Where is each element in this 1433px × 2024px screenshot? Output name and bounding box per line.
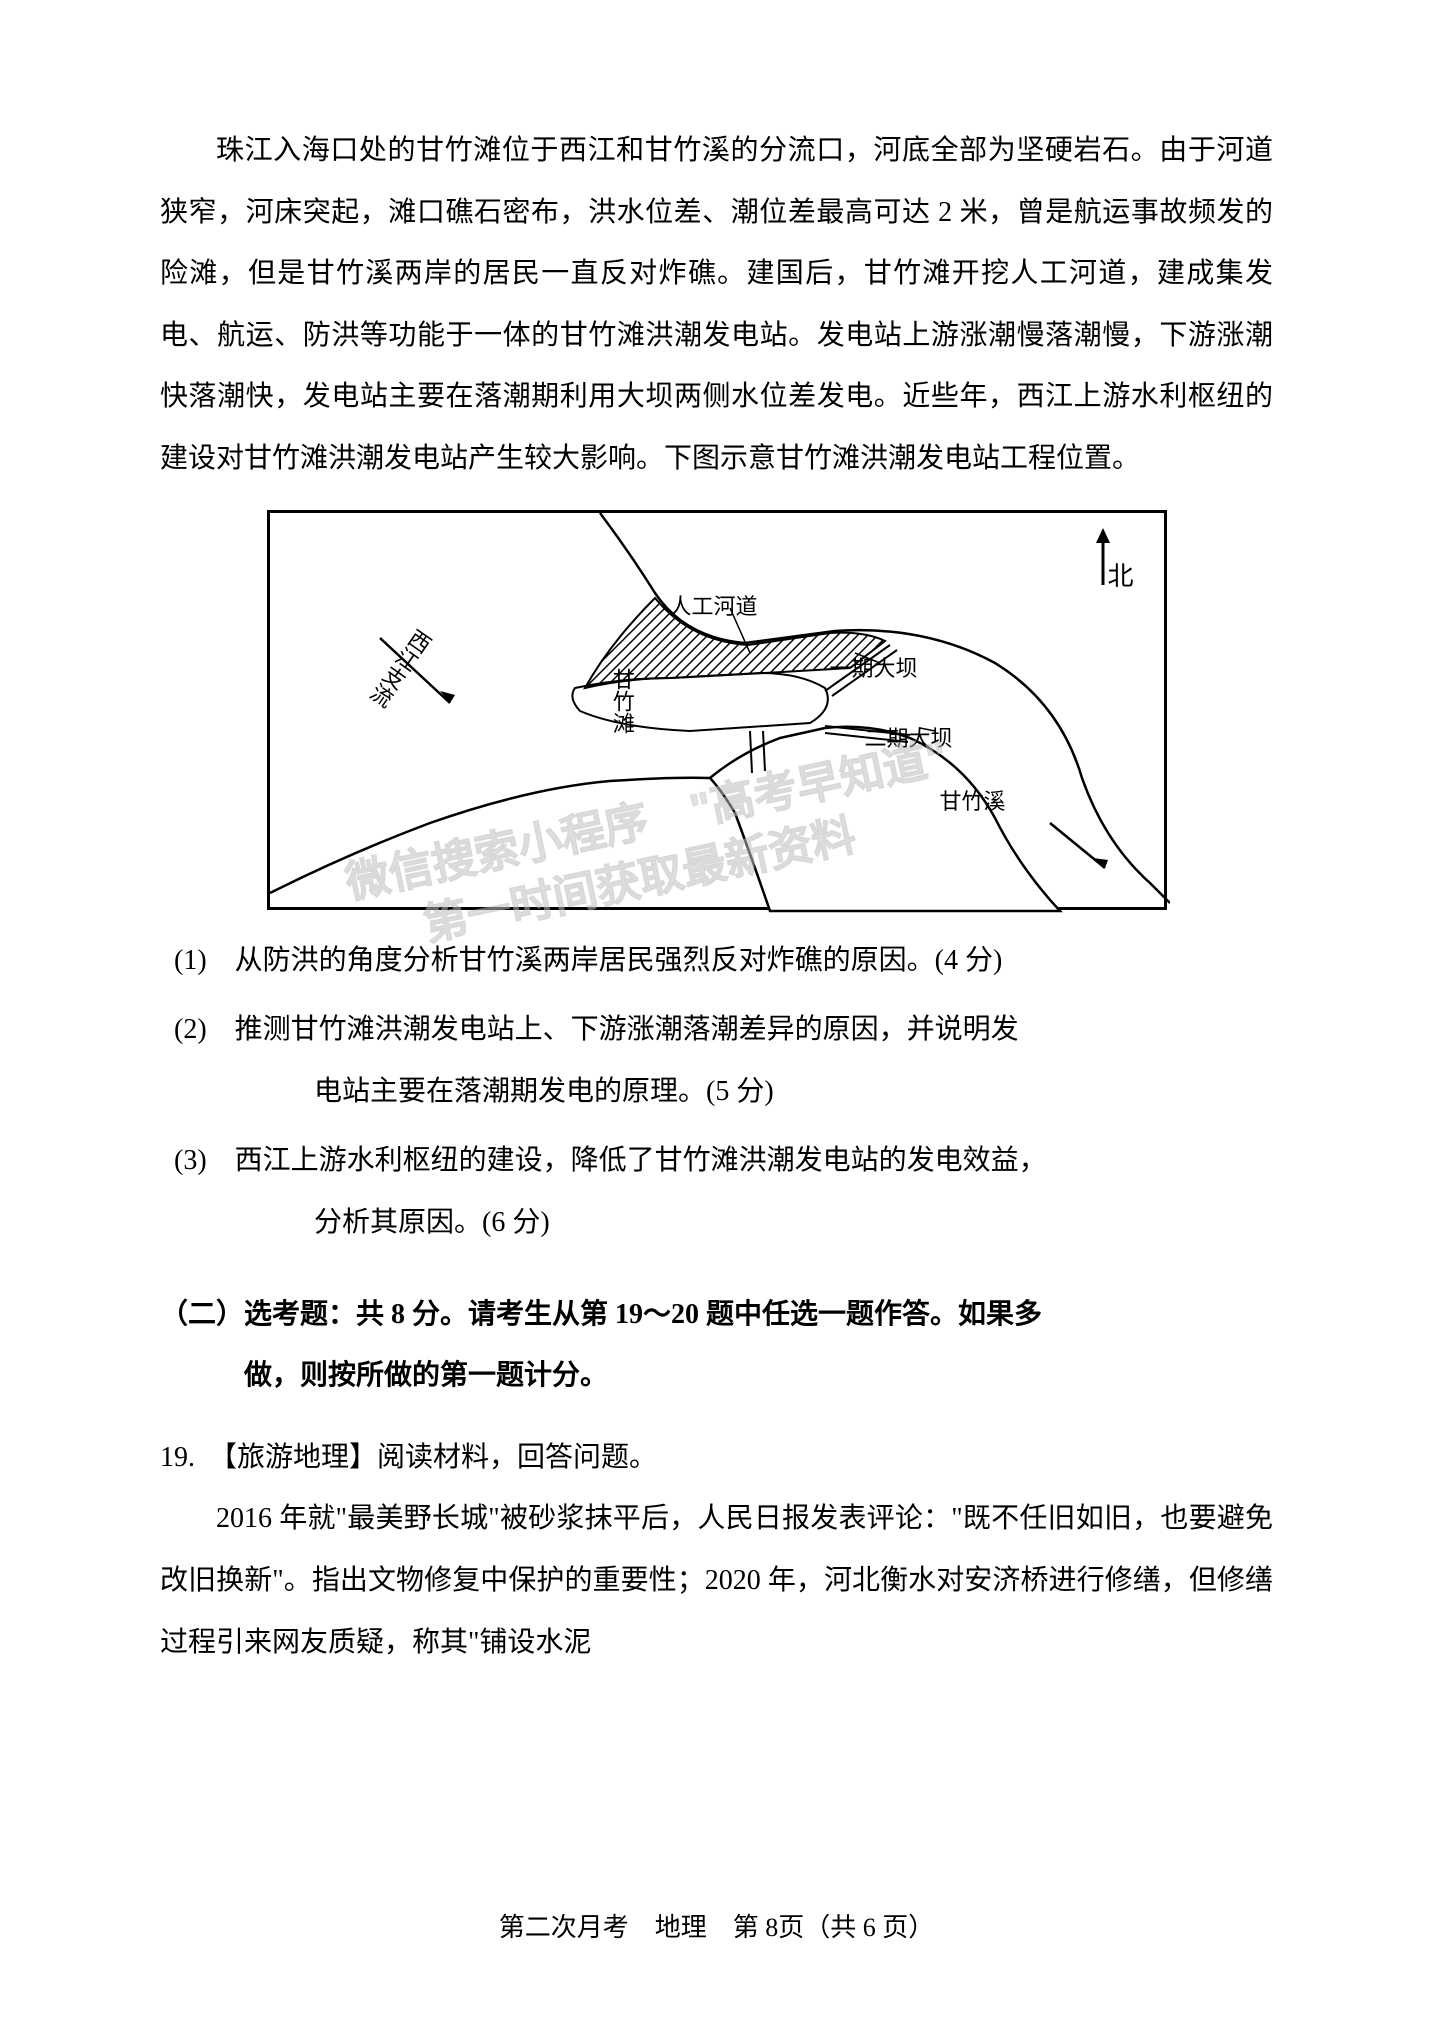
document-content: 珠江入海口处的甘竹滩位于西江和甘竹溪的分流口，河底全部为坚硬岩石。由于河道狭窄，… xyxy=(160,120,1273,1673)
section2-header: （二）选考题：共 8 分。请考生从第 19～20 题中任选一题作答。如果多 xyxy=(160,1284,1273,1346)
question-1: (1) 从防洪的角度分析甘竹溪两岸居民强烈反对炸礁的原因。(4 分) xyxy=(160,930,1273,992)
question-2-cont: 电站主要在落潮期发电的原理。(5 分) xyxy=(160,1061,1273,1123)
map-svg xyxy=(270,513,1170,913)
phase1-dam-label: 一期大坝 xyxy=(830,645,918,693)
q19-body: 2016 年就"最美野长城"被砂浆抹平后，人民日报发表评论："既不任旧如旧，也要… xyxy=(160,1488,1273,1673)
north-label: 北 xyxy=(1107,548,1133,605)
main-paragraph: 珠江入海口处的甘竹滩位于西江和甘竹溪的分流口，河底全部为坚硬岩石。由于河道狭窄，… xyxy=(160,120,1273,490)
diagram-container: 北 西江支流 人工河道 一期大坝 甘竹滩 二期大坝 甘竹溪 微信搜索小程序 "高… xyxy=(160,510,1273,910)
section2-header-cont: 做，则按所做的第一题计分。 xyxy=(160,1345,1273,1407)
phase2-dam-label: 二期大坝 xyxy=(865,715,953,763)
artificial-channel-label: 人工河道 xyxy=(670,583,758,631)
q19-header: 19. 【旅游地理】阅读材料，回答问题。 xyxy=(160,1427,1273,1489)
question-3-cont: 分析其原因。(6 分) xyxy=(160,1192,1273,1254)
ganzhuxi-label: 甘竹溪 xyxy=(940,778,1006,826)
map-diagram: 北 西江支流 人工河道 一期大坝 甘竹滩 二期大坝 甘竹溪 微信搜索小程序 "高… xyxy=(267,510,1167,910)
question-2: (2) 推测甘竹滩洪潮发电站上、下游涨潮落潮差异的原因，并说明发 xyxy=(160,999,1273,1061)
question-3: (3) 西江上游水利枢纽的建设，降低了甘竹滩洪潮发电站的发电效益， xyxy=(160,1130,1273,1192)
page-footer: 第二次月考 地理 第 8页（共 6 页） xyxy=(0,1907,1433,1944)
ganzhutan-label: 甘竹滩 xyxy=(598,668,646,734)
